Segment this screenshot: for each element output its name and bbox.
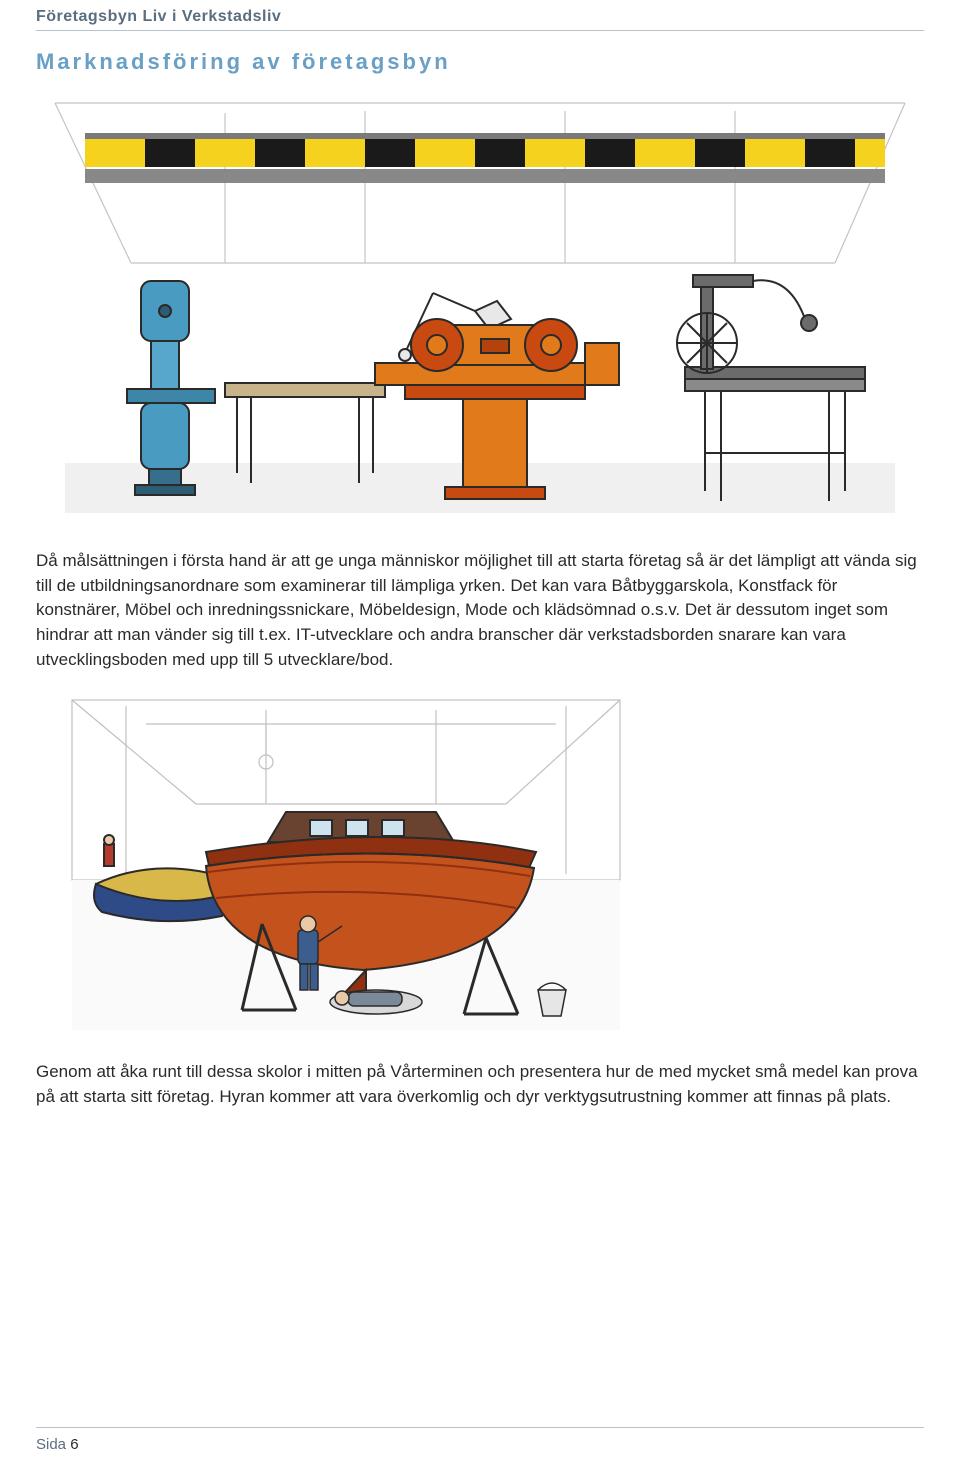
worker-under-icon: [330, 990, 422, 1014]
paragraph-2: Genom att åka runt till dessa skolor i m…: [36, 1060, 924, 1109]
illustration-workshop: [36, 93, 924, 523]
section-title: Marknadsföring av företagsbyn: [36, 49, 924, 75]
illustration-boatyard: [36, 694, 924, 1034]
paragraph-1: Då målsättningen i första hand är att ge…: [36, 549, 924, 672]
boatyard-svg: [66, 694, 626, 1034]
page-footer: Sida 6: [36, 1427, 924, 1453]
workshop-svg: [45, 93, 915, 523]
bandsaw-icon: [127, 281, 215, 495]
footer-label: Sida: [36, 1436, 66, 1453]
page: Företagsbyn Liv i Verkstadsliv Marknadsf…: [0, 0, 960, 1473]
hazard-beam-icon: [85, 133, 885, 183]
spacer: [36, 1127, 924, 1427]
page-number: 6: [70, 1436, 78, 1453]
document-header: Företagsbyn Liv i Verkstadsliv: [36, 8, 924, 31]
